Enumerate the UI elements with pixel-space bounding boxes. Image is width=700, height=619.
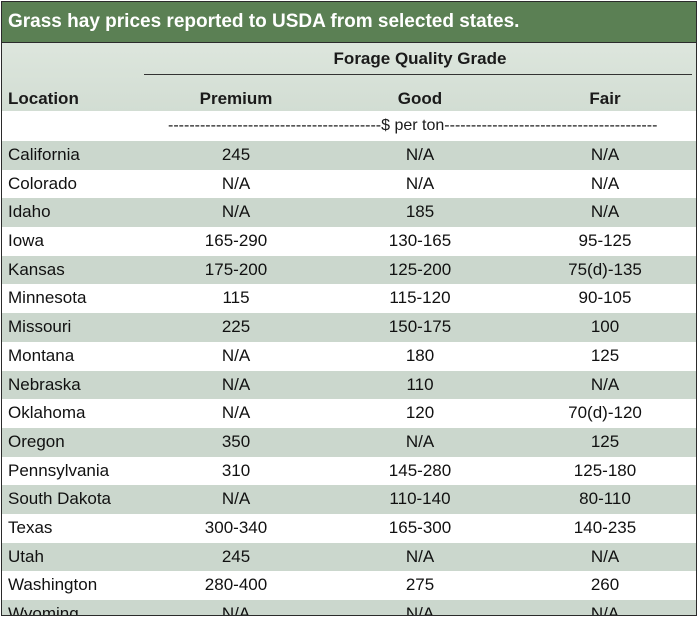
location-cell: Nebraska bbox=[8, 374, 81, 394]
good-price-cell: 145-280 bbox=[388, 460, 452, 480]
table-row: Missouri 225 150-175 100 bbox=[2, 313, 696, 342]
good-price-cell: 115-120 bbox=[389, 288, 451, 308]
good-price-cell: N/A bbox=[405, 546, 435, 566]
good-price-cell: 125-200 bbox=[388, 259, 452, 279]
location-cell: Montana bbox=[8, 345, 75, 365]
location-cell: Missouri bbox=[8, 317, 72, 337]
group-header-forage-quality: Forage Quality Grade bbox=[333, 49, 507, 68]
premium-price-cell: N/A bbox=[221, 604, 251, 616]
fair-price-cell: 125-180 bbox=[573, 460, 637, 480]
location-cell: Pennsylvania bbox=[8, 460, 110, 480]
good-price-cell: 275 bbox=[405, 575, 435, 595]
column-header-premium: Premium bbox=[199, 89, 273, 108]
fair-price-cell: N/A bbox=[590, 145, 620, 164]
fair-price-cell: 140-235 bbox=[573, 517, 637, 537]
premium-price-cell: 245 bbox=[221, 145, 251, 164]
table-row: Montana N/A 180 125 bbox=[2, 341, 696, 371]
table-row: Wyoming N/A N/A N/A bbox=[2, 600, 696, 616]
premium-price-cell: 225 bbox=[221, 317, 251, 337]
good-price-cell: N/A bbox=[405, 145, 435, 164]
fair-price-cell: 70(d)-120 bbox=[568, 403, 642, 423]
premium-price-cell: 175-200 bbox=[204, 259, 268, 279]
table-title: Grass hay prices reported to USDA from s… bbox=[2, 2, 696, 42]
fair-price-cell: 80-110 bbox=[579, 489, 631, 509]
location-cell: Colorado bbox=[8, 173, 77, 193]
table-row: Oregon 350 N/A 125 bbox=[2, 427, 696, 457]
premium-price-cell: 350 bbox=[221, 431, 251, 451]
column-header-location: Location bbox=[8, 89, 79, 108]
table-row: Washington 280-400 275 260 bbox=[2, 571, 696, 600]
location-cell: South Dakota bbox=[8, 489, 112, 509]
good-price-cell: N/A bbox=[405, 173, 435, 193]
location-cell: Oklahoma bbox=[8, 403, 86, 423]
good-price-cell: 130-165 bbox=[388, 231, 452, 251]
location-cell: California bbox=[8, 145, 80, 164]
premium-price-cell: N/A bbox=[221, 345, 251, 365]
fair-price-cell: 95-125 bbox=[578, 231, 632, 251]
good-price-cell: 165-300 bbox=[388, 517, 452, 537]
table-row: Minnesota 115 115-120 90-105 bbox=[2, 284, 696, 314]
premium-price-cell: 245 bbox=[221, 546, 251, 566]
table-row: Texas 300-340 165-300 140-235 bbox=[2, 513, 696, 543]
good-price-cell: N/A bbox=[405, 431, 435, 451]
fair-price-cell: 75(d)-135 bbox=[568, 259, 642, 279]
premium-price-cell: N/A bbox=[221, 489, 251, 509]
fair-price-cell: N/A bbox=[590, 546, 620, 566]
premium-price-cell: N/A bbox=[221, 374, 251, 394]
location-cell: Wyoming bbox=[8, 604, 79, 616]
location-cell: Minnesota bbox=[8, 288, 87, 308]
fair-price-cell: N/A bbox=[590, 173, 620, 193]
table-row: California 245 N/A N/A bbox=[2, 141, 696, 170]
table-row: Iowa 165-290 130-165 95-125 bbox=[2, 227, 696, 256]
good-price-cell: N/A bbox=[405, 604, 435, 616]
fair-price-cell: N/A bbox=[590, 202, 620, 222]
table-body: California 245 N/A N/A Colorado N/A N/A N/A Idah… bbox=[2, 141, 696, 616]
good-price-cell: 120 bbox=[405, 403, 435, 423]
good-price-cell: 110-140 bbox=[389, 489, 451, 509]
good-price-cell: 110 bbox=[406, 374, 434, 394]
table-row: Nebraska N/A 110 N/A bbox=[2, 370, 696, 400]
good-price-cell: 185 bbox=[405, 202, 435, 222]
column-header-good: Good bbox=[397, 89, 443, 108]
fair-price-cell: N/A bbox=[590, 374, 620, 394]
premium-price-cell: 115 bbox=[222, 288, 250, 308]
table-row: Pennsylvania 310 145-280 125-180 bbox=[2, 456, 696, 486]
location-cell: Kansas bbox=[8, 259, 65, 279]
column-header-fair: Fair bbox=[589, 89, 621, 108]
premium-price-cell: N/A bbox=[221, 173, 251, 193]
units-row: ----------------------------------------… bbox=[2, 111, 696, 141]
fair-price-cell: 100 bbox=[590, 317, 620, 337]
fair-price-cell: 125 bbox=[590, 345, 620, 365]
premium-price-cell: N/A bbox=[221, 403, 251, 423]
location-cell: Idaho bbox=[8, 202, 51, 222]
premium-price-cell: 310 bbox=[221, 460, 251, 480]
location-cell: Oregon bbox=[8, 431, 65, 451]
premium-price-cell: N/A bbox=[221, 202, 251, 222]
premium-price-cell: 165-290 bbox=[204, 231, 268, 251]
fair-price-cell: 125 bbox=[590, 431, 620, 451]
fair-price-cell: N/A bbox=[590, 604, 620, 616]
table-header: Forage Quality Grade Location Premium Go… bbox=[2, 42, 696, 111]
table-row: Oklahoma N/A 120 70(d)-120 bbox=[2, 399, 696, 428]
table-row: Idaho N/A 185 N/A bbox=[2, 198, 696, 228]
fair-price-cell: 260 bbox=[590, 575, 620, 595]
location-cell: Iowa bbox=[8, 231, 44, 251]
good-price-cell: 180 bbox=[405, 345, 435, 365]
table-row: South Dakota N/A 110-140 80-110 bbox=[2, 485, 696, 514]
fair-price-cell: 90-105 bbox=[578, 288, 632, 308]
good-price-cell: 150-175 bbox=[388, 317, 452, 337]
location-cell: Washington bbox=[8, 575, 98, 595]
location-cell: Utah bbox=[8, 546, 44, 566]
premium-price-cell: 280-400 bbox=[204, 575, 268, 595]
premium-price-cell: 300-340 bbox=[204, 517, 268, 537]
group-header-rule bbox=[144, 74, 692, 75]
table-row: Utah 245 N/A N/A bbox=[2, 542, 696, 572]
location-cell: Texas bbox=[8, 517, 53, 537]
units-label: ----------------------------------------… bbox=[168, 117, 658, 134]
table-row: Kansas 175-200 125-200 75(d)-135 bbox=[2, 255, 696, 285]
table-row: Colorado N/A N/A N/A bbox=[2, 169, 696, 199]
